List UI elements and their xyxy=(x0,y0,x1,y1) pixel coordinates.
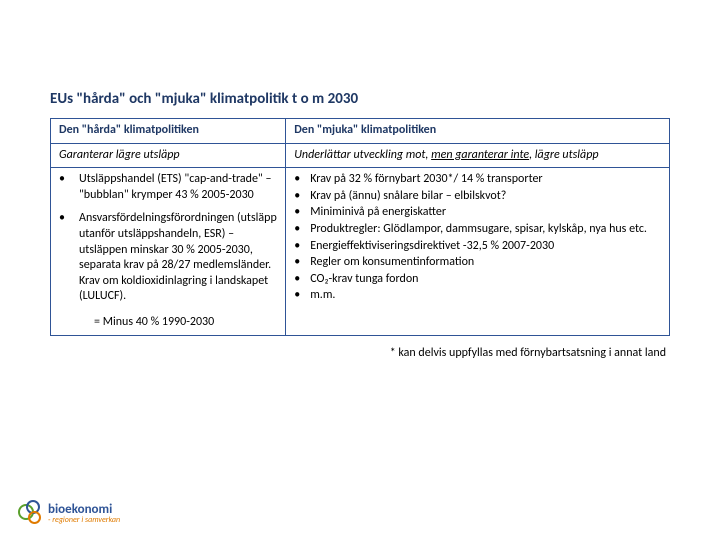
list-item: •Krav på 32 % förnybart 2030*/ 14 % tran… xyxy=(294,172,661,188)
table-body-row: •Utsläppshandel (ETS) "cap-and-trade" – … xyxy=(51,168,670,335)
list-item: •Regler om konsumentinformation xyxy=(294,255,661,271)
table-subheader-row: Garanterar lägre utsläpp Underlättar utv… xyxy=(51,143,670,168)
header-right: Den "mjuka" klimatpolitiken xyxy=(286,119,670,144)
slide-title: EUs "hårda" och "mjuka" klimatpolitik t … xyxy=(50,90,670,108)
subheader-right: Underlättar utveckling mot, men garanter… xyxy=(286,143,670,168)
list-item: •Energieffektiviseringsdirektivet -32,5 … xyxy=(294,239,661,255)
left-cell: •Utsläppshandel (ETS) "cap-and-trade" – … xyxy=(51,168,286,335)
list-item: •Utsläppshandel (ETS) "cap-and-trade" – … xyxy=(59,172,277,203)
list-item: •Miniminivå på energiskatter xyxy=(294,205,661,221)
list-item: •m.m. xyxy=(294,288,661,304)
logo-text: bioekonomi - regioner i samverkan xyxy=(48,503,120,524)
right-cell: •Krav på 32 % förnybart 2030*/ 14 % tran… xyxy=(286,168,670,335)
logo-icon xyxy=(18,500,44,526)
logo: bioekonomi - regioner i samverkan xyxy=(18,500,120,526)
policy-table: Den "hårda" klimatpolitiken Den "mjuka" … xyxy=(50,118,670,336)
footnote: * kan delvis uppfyllas med förnybartsats… xyxy=(50,346,670,360)
list-item: •Produktregler: Glödlampor, dammsugare, … xyxy=(294,222,661,238)
list-item: •Krav på (ännu) snålare bilar – elbilskv… xyxy=(294,189,661,205)
header-left: Den "hårda" klimatpolitiken xyxy=(51,119,286,144)
subheader-left: Garanterar lägre utsläpp xyxy=(51,143,286,168)
eq-line: = Minus 40 % 1990-2030 xyxy=(59,313,277,331)
list-item: •Ansvarsfördelningsförordningen (utsläpp… xyxy=(59,211,277,305)
list-item: •CO₂-krav tunga fordon xyxy=(294,272,661,288)
table-header-row: Den "hårda" klimatpolitiken Den "mjuka" … xyxy=(51,119,670,144)
